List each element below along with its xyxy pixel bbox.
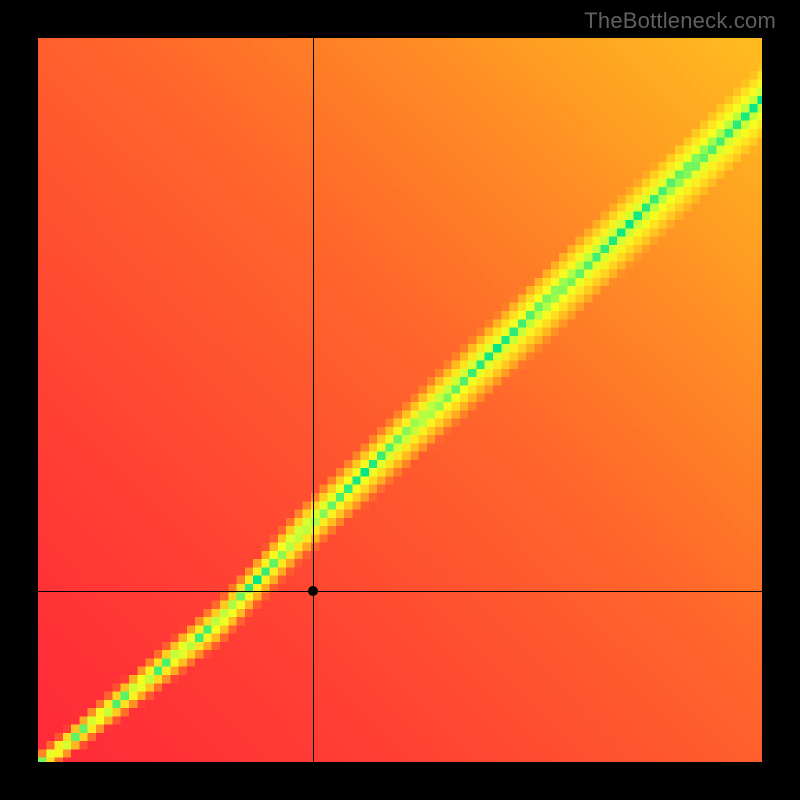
watermark-text: TheBottleneck.com (584, 8, 776, 34)
heatmap-frame (36, 36, 764, 764)
crosshair-marker (308, 586, 318, 596)
chart-container: TheBottleneck.com (0, 0, 800, 800)
crosshair-horizontal (38, 591, 762, 592)
crosshair-vertical (313, 38, 314, 762)
heatmap-canvas (38, 38, 764, 764)
